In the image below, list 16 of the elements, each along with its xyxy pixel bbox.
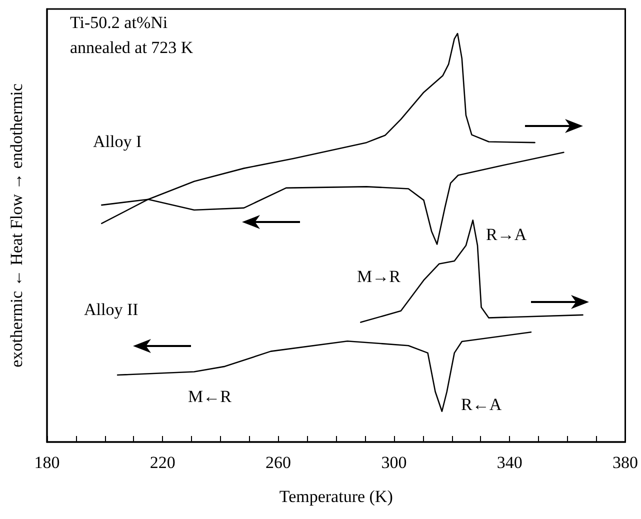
annotation: annealed at 723 K — [70, 38, 194, 58]
x-tick-label: 180 — [34, 453, 60, 472]
text: Ti-50.2 at%Ni — [70, 13, 168, 33]
x-tick-label: 220 — [150, 453, 176, 472]
annotation: M←R — [188, 387, 232, 407]
x-tick-label: 300 — [381, 453, 407, 472]
annotation: M→R — [357, 267, 400, 287]
x-axis-title: Temperature (K) — [279, 487, 393, 506]
annotation: Alloy II — [84, 300, 138, 320]
annotation: Alloy I — [93, 132, 142, 152]
x-tick-label: 340 — [496, 453, 522, 472]
x-tick-label: 260 — [266, 453, 292, 472]
x-tick-label: 380 — [612, 453, 638, 472]
annotation: R←A — [461, 395, 502, 415]
y-axis-title: exothermic ← Heat Flow → endothermic — [7, 83, 26, 368]
annotation: R→A — [486, 225, 527, 245]
